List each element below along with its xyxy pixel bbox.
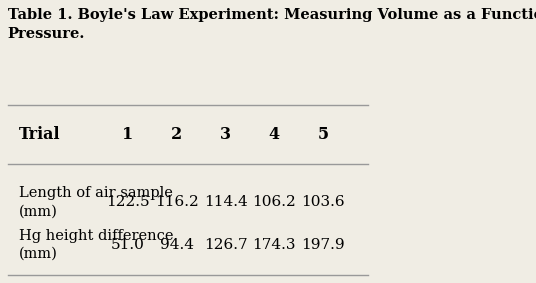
Text: 106.2: 106.2 — [252, 195, 296, 209]
Text: 51.0: 51.0 — [111, 238, 145, 252]
Text: 2: 2 — [171, 126, 182, 143]
Text: 5: 5 — [318, 126, 329, 143]
Text: 126.7: 126.7 — [204, 238, 247, 252]
Text: Hg height difference
(mm): Hg height difference (mm) — [19, 229, 173, 261]
Text: 174.3: 174.3 — [252, 238, 296, 252]
Text: 3: 3 — [220, 126, 231, 143]
Text: 197.9: 197.9 — [301, 238, 345, 252]
Text: 122.5: 122.5 — [106, 195, 150, 209]
Text: Length of air sample
(mm): Length of air sample (mm) — [19, 186, 173, 218]
Text: 94.4: 94.4 — [160, 238, 193, 252]
Text: 114.4: 114.4 — [204, 195, 248, 209]
Text: 103.6: 103.6 — [301, 195, 345, 209]
Text: Trial: Trial — [19, 126, 60, 143]
Text: 116.2: 116.2 — [155, 195, 198, 209]
Text: 4: 4 — [269, 126, 280, 143]
Text: 1: 1 — [122, 126, 133, 143]
Text: Table 1. Boyle's Law Experiment: Measuring Volume as a Function of
Pressure.: Table 1. Boyle's Law Experiment: Measuri… — [8, 8, 536, 41]
